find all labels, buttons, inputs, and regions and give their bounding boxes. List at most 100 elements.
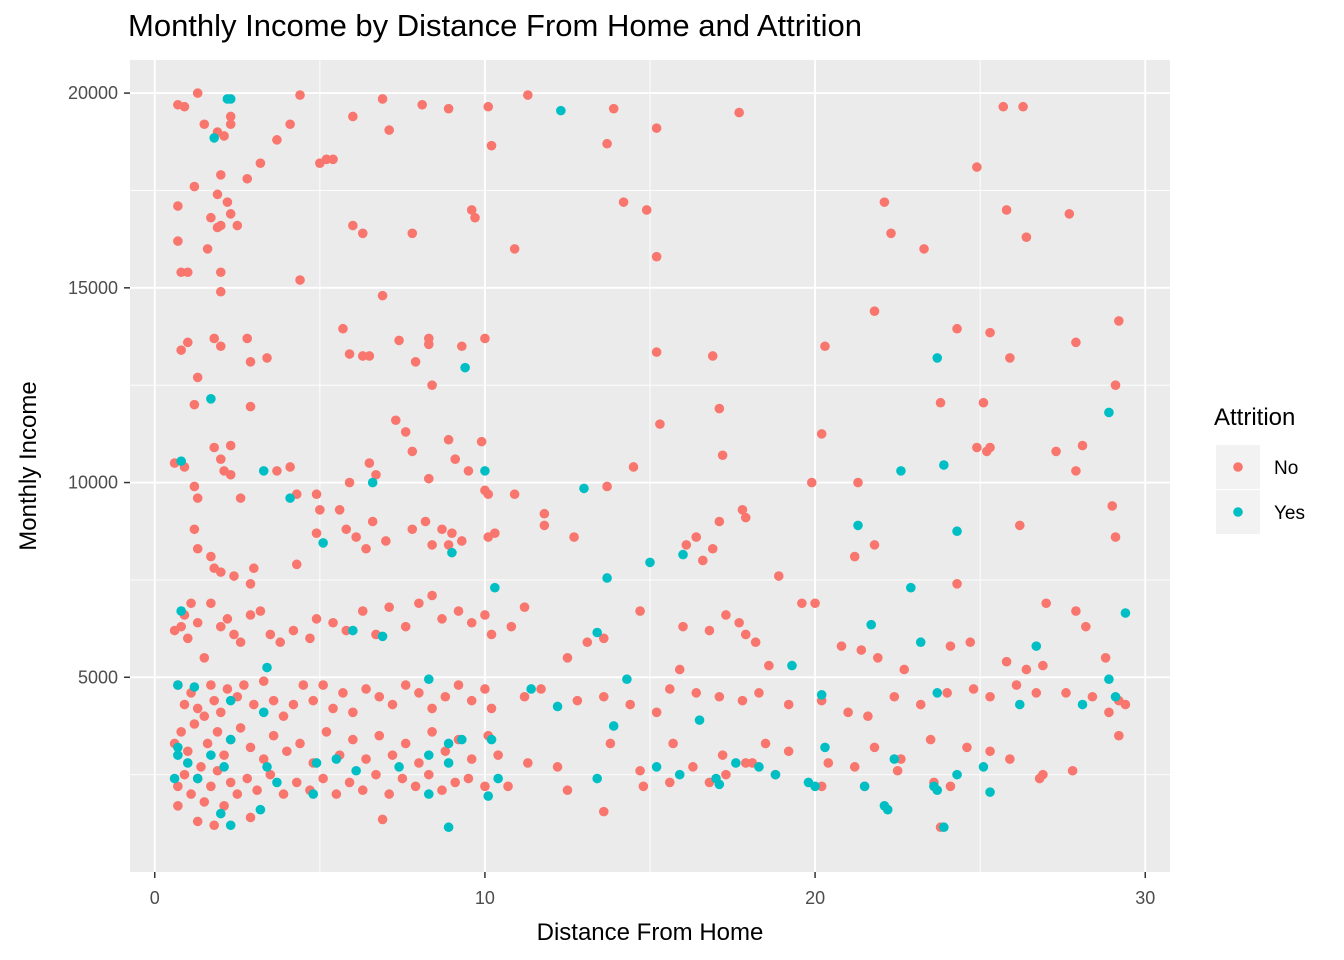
data-point-no bbox=[288, 699, 299, 710]
data-point-no bbox=[519, 691, 530, 702]
data-point-yes bbox=[285, 493, 295, 503]
data-point-no bbox=[245, 401, 256, 412]
data-point-yes bbox=[169, 773, 180, 784]
data-point-no bbox=[182, 746, 193, 757]
data-point-no bbox=[400, 680, 411, 690]
data-point-no bbox=[249, 699, 259, 710]
data-point-no bbox=[952, 579, 962, 589]
data-point-no bbox=[361, 754, 371, 764]
data-point-no bbox=[206, 551, 216, 562]
data-point-no bbox=[843, 707, 853, 718]
data-point-no bbox=[1071, 606, 1081, 616]
data-point-no bbox=[268, 730, 279, 741]
data-point-no bbox=[245, 610, 256, 620]
data-point-no bbox=[361, 543, 371, 554]
data-point-no bbox=[215, 267, 226, 278]
data-point-yes bbox=[443, 758, 454, 768]
data-point-no bbox=[215, 286, 226, 297]
data-point-no bbox=[176, 267, 186, 278]
data-point-no bbox=[212, 189, 223, 200]
data-point-no bbox=[192, 617, 203, 628]
data-point-no bbox=[1071, 466, 1081, 476]
data-point-no bbox=[486, 703, 497, 714]
data-point-yes bbox=[219, 762, 229, 772]
data-point-no bbox=[311, 614, 322, 624]
data-point-no bbox=[225, 111, 236, 122]
data-point-no bbox=[704, 625, 715, 636]
data-point-no bbox=[1071, 337, 1081, 348]
data-point-no bbox=[222, 684, 233, 694]
data-point-no bbox=[341, 625, 352, 636]
data-point-no bbox=[952, 323, 962, 334]
data-point-yes bbox=[318, 538, 328, 548]
data-point-no bbox=[357, 785, 368, 796]
data-point-no bbox=[873, 653, 883, 663]
data-point-yes bbox=[189, 682, 200, 692]
data-point-no bbox=[215, 341, 226, 352]
data-point-no bbox=[364, 458, 375, 468]
data-point-yes bbox=[622, 674, 632, 685]
data-point-no bbox=[602, 138, 612, 149]
data-point-yes bbox=[258, 466, 269, 476]
data-point-no bbox=[235, 493, 246, 503]
data-point-no bbox=[387, 750, 398, 760]
data-point-no bbox=[348, 111, 358, 122]
data-point-no bbox=[483, 101, 494, 112]
data-point-no bbox=[714, 403, 725, 414]
data-point-no bbox=[764, 660, 774, 671]
data-point-no bbox=[440, 746, 451, 757]
data-point-no bbox=[245, 579, 256, 589]
data-point-no bbox=[466, 205, 477, 215]
data-point-no bbox=[480, 333, 490, 344]
data-point-yes bbox=[367, 477, 378, 488]
data-point-no bbox=[1034, 773, 1045, 784]
data-point-yes bbox=[443, 738, 454, 749]
data-point-no bbox=[225, 209, 236, 219]
data-point-no bbox=[338, 323, 348, 334]
data-point-no bbox=[199, 797, 210, 807]
data-point-yes bbox=[258, 707, 269, 718]
data-point-no bbox=[255, 158, 266, 169]
data-point-no bbox=[179, 101, 190, 112]
data-point-no bbox=[691, 688, 702, 698]
data-point-no bbox=[450, 777, 461, 788]
legend-swatch-yes bbox=[1233, 507, 1243, 517]
data-point-yes bbox=[443, 822, 454, 833]
data-point-no bbox=[707, 351, 718, 361]
data-point-no bbox=[192, 372, 203, 383]
data-point-no bbox=[212, 222, 223, 233]
data-point-yes bbox=[182, 758, 193, 768]
data-point-no bbox=[225, 119, 236, 130]
data-point-no bbox=[569, 532, 579, 542]
data-point-yes bbox=[602, 573, 612, 583]
data-point-no bbox=[387, 699, 398, 710]
data-point-no bbox=[215, 707, 226, 718]
data-point-no bbox=[291, 559, 302, 570]
data-point-no bbox=[423, 769, 434, 780]
data-point-yes bbox=[906, 582, 916, 593]
data-point-no bbox=[206, 212, 216, 223]
data-point-no bbox=[384, 789, 394, 799]
data-point-no bbox=[483, 489, 494, 500]
data-point-no bbox=[651, 123, 662, 133]
data-point-no bbox=[209, 442, 219, 453]
data-point-no bbox=[869, 742, 880, 753]
data-point-yes bbox=[206, 750, 216, 760]
data-point-no bbox=[985, 746, 995, 757]
data-point-no bbox=[222, 614, 233, 624]
data-point-no bbox=[400, 621, 411, 632]
data-point-yes bbox=[311, 758, 322, 768]
data-point-no bbox=[209, 820, 219, 831]
data-point-no bbox=[665, 777, 675, 788]
data-point-yes bbox=[1077, 699, 1088, 710]
data-point-no bbox=[486, 629, 497, 640]
data-point-no bbox=[417, 99, 427, 110]
data-point-no bbox=[737, 505, 748, 515]
data-point-no bbox=[698, 555, 708, 566]
data-point-no bbox=[945, 781, 956, 792]
data-point-no bbox=[863, 711, 873, 722]
data-point-no bbox=[899, 664, 910, 675]
data-point-no bbox=[209, 695, 219, 706]
data-point-yes bbox=[694, 715, 705, 725]
data-point-yes bbox=[225, 820, 236, 831]
